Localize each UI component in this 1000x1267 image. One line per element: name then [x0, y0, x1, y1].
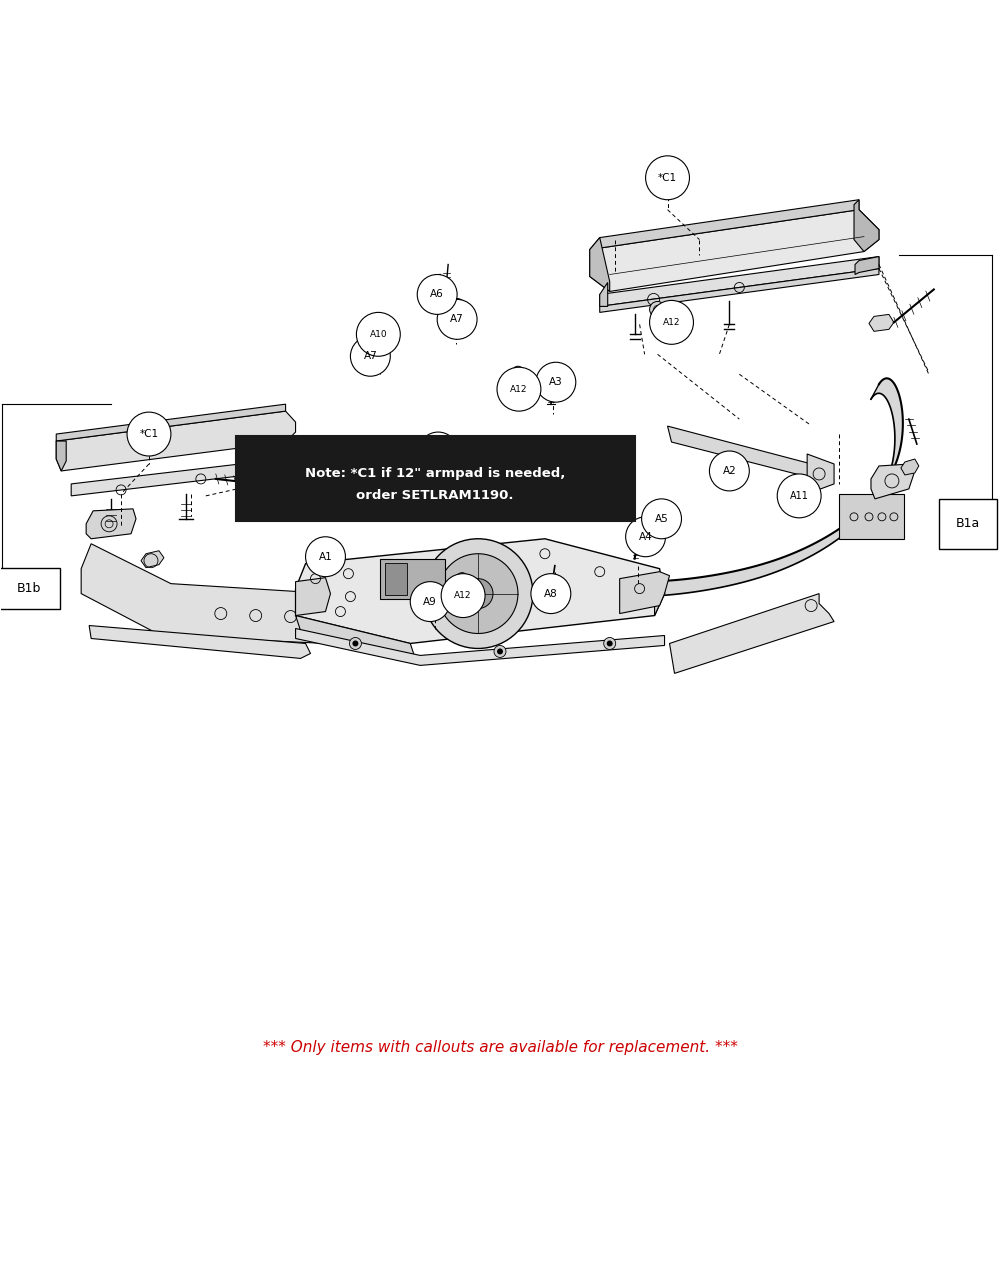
Polygon shape: [261, 487, 284, 503]
Polygon shape: [89, 626, 311, 659]
Polygon shape: [296, 578, 330, 616]
Polygon shape: [600, 283, 608, 307]
Circle shape: [650, 302, 666, 317]
Text: A1: A1: [319, 551, 332, 561]
Polygon shape: [620, 571, 670, 613]
Polygon shape: [56, 404, 286, 441]
Text: B1b: B1b: [17, 582, 41, 595]
Text: B1a: B1a: [956, 517, 980, 531]
Circle shape: [438, 554, 518, 634]
FancyBboxPatch shape: [839, 494, 904, 538]
Polygon shape: [871, 464, 914, 499]
Circle shape: [423, 538, 533, 649]
Circle shape: [449, 299, 465, 314]
Circle shape: [512, 366, 524, 379]
Polygon shape: [670, 594, 834, 673]
FancyBboxPatch shape: [385, 563, 407, 594]
FancyBboxPatch shape: [0, 568, 60, 608]
Text: A2: A2: [722, 466, 736, 476]
Text: *C1: *C1: [139, 430, 159, 440]
Circle shape: [650, 300, 693, 345]
Polygon shape: [807, 454, 834, 494]
FancyBboxPatch shape: [380, 559, 445, 598]
Polygon shape: [590, 209, 879, 291]
Text: A10: A10: [370, 329, 387, 338]
Text: A5: A5: [431, 447, 445, 457]
Circle shape: [646, 156, 689, 200]
Circle shape: [604, 637, 616, 650]
Polygon shape: [668, 426, 827, 481]
Polygon shape: [901, 459, 919, 475]
Circle shape: [441, 574, 485, 617]
Polygon shape: [600, 256, 879, 307]
Text: A3: A3: [549, 378, 563, 388]
Polygon shape: [56, 441, 66, 471]
FancyBboxPatch shape: [236, 436, 635, 521]
Polygon shape: [71, 457, 291, 495]
Polygon shape: [296, 616, 415, 659]
Circle shape: [607, 641, 613, 646]
Text: A4: A4: [411, 464, 425, 474]
Circle shape: [497, 649, 503, 655]
Text: order SETLRAM1190.: order SETLRAM1190.: [356, 489, 514, 503]
Polygon shape: [637, 379, 903, 597]
Text: A4: A4: [639, 532, 652, 542]
Circle shape: [349, 637, 361, 650]
Circle shape: [456, 573, 468, 584]
Polygon shape: [590, 200, 859, 250]
Polygon shape: [296, 538, 665, 644]
Circle shape: [531, 574, 571, 613]
Polygon shape: [869, 314, 894, 332]
Polygon shape: [296, 628, 665, 665]
Text: A11: A11: [790, 490, 809, 500]
Text: A9: A9: [423, 597, 437, 607]
Circle shape: [350, 336, 390, 376]
Text: A7: A7: [363, 351, 377, 361]
Text: A12: A12: [454, 592, 472, 601]
Circle shape: [356, 313, 400, 356]
Text: A12: A12: [663, 318, 680, 327]
Circle shape: [642, 499, 681, 538]
Circle shape: [463, 579, 493, 608]
Circle shape: [536, 362, 576, 402]
Circle shape: [306, 537, 345, 576]
Polygon shape: [81, 544, 340, 644]
Polygon shape: [854, 200, 879, 252]
Text: A5: A5: [655, 514, 668, 523]
Polygon shape: [56, 411, 296, 471]
FancyBboxPatch shape: [939, 499, 997, 549]
Circle shape: [777, 474, 821, 518]
Polygon shape: [86, 509, 136, 538]
Circle shape: [368, 324, 388, 345]
Polygon shape: [655, 582, 665, 616]
Circle shape: [410, 582, 450, 622]
Text: A8: A8: [544, 589, 558, 598]
Circle shape: [437, 299, 477, 340]
Text: A12: A12: [510, 385, 528, 394]
Polygon shape: [600, 269, 879, 313]
Circle shape: [127, 412, 171, 456]
Polygon shape: [590, 238, 610, 291]
Text: A6: A6: [430, 289, 444, 299]
Circle shape: [626, 517, 666, 556]
Circle shape: [709, 451, 749, 490]
Text: A7: A7: [450, 314, 464, 324]
Polygon shape: [141, 551, 164, 568]
Circle shape: [494, 645, 506, 658]
Circle shape: [418, 432, 458, 471]
Circle shape: [398, 449, 438, 489]
Text: *C1: *C1: [658, 172, 677, 182]
Polygon shape: [855, 256, 879, 275]
Text: Note: *C1 if 12" armpad is needed,: Note: *C1 if 12" armpad is needed,: [305, 468, 565, 480]
Text: *** Only items with callouts are available for replacement. ***: *** Only items with callouts are availab…: [263, 1040, 737, 1055]
Circle shape: [352, 641, 358, 646]
Circle shape: [427, 456, 447, 476]
Circle shape: [642, 523, 662, 544]
Circle shape: [417, 275, 457, 314]
Circle shape: [497, 367, 541, 411]
